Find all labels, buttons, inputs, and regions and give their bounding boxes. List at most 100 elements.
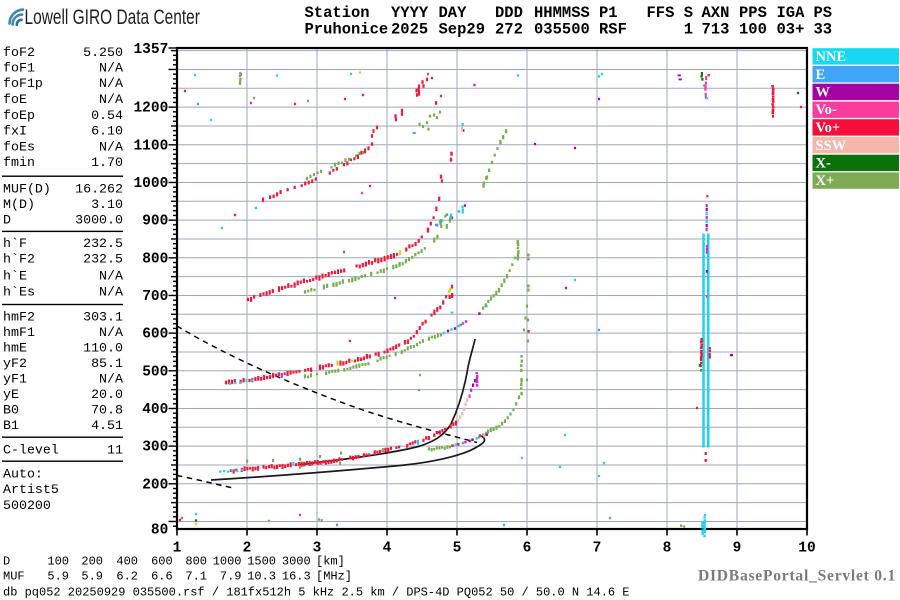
svg-text:hmF2: hmF2	[3, 310, 35, 325]
svg-text:[km]: [km]	[316, 555, 345, 569]
svg-text:272: 272	[495, 21, 523, 39]
svg-text:9: 9	[733, 541, 742, 557]
svg-text:NNE: NNE	[816, 49, 847, 65]
svg-text:85.1: 85.1	[91, 356, 123, 371]
svg-text:IGA: IGA	[777, 4, 806, 22]
svg-text:yF1: yF1	[3, 372, 27, 387]
svg-text:4.51: 4.51	[91, 418, 123, 433]
svg-text:600: 600	[142, 327, 168, 343]
svg-text:MUF: MUF	[3, 570, 25, 584]
svg-text:Artist5: Artist5	[3, 482, 59, 497]
svg-text:MUF(D): MUF(D)	[3, 181, 51, 196]
svg-text:fmin: fmin	[3, 155, 35, 170]
svg-text:6.2: 6.2	[116, 570, 138, 584]
svg-text:16.3: 16.3	[282, 570, 311, 584]
svg-text:10: 10	[798, 541, 815, 557]
svg-text:4: 4	[383, 541, 392, 557]
svg-text:70.8: 70.8	[91, 403, 123, 418]
svg-text:6.6: 6.6	[151, 570, 173, 584]
svg-text:1: 1	[684, 21, 693, 39]
svg-text:PPS: PPS	[739, 4, 767, 22]
svg-text:B0: B0	[3, 403, 19, 418]
svg-text:N/A: N/A	[99, 285, 123, 300]
svg-text:500200: 500200	[3, 498, 51, 513]
svg-text:300: 300	[142, 440, 168, 456]
svg-text:h`E: h`E	[3, 269, 27, 284]
svg-text:[MHz]: [MHz]	[316, 570, 352, 584]
svg-text:D: D	[3, 213, 11, 228]
svg-text:7.9: 7.9	[220, 570, 242, 584]
svg-text:303.1: 303.1	[83, 310, 123, 325]
svg-text:B1: B1	[3, 418, 19, 433]
svg-text:110.0: 110.0	[83, 341, 123, 356]
svg-text:foE: foE	[3, 92, 27, 107]
svg-text:600: 600	[151, 555, 173, 569]
svg-text:AXN: AXN	[702, 4, 730, 22]
svg-text:db pq052 20250929 035500.rsf /: db pq052 20250929 035500.rsf / 181fx512h…	[3, 586, 630, 600]
svg-text:1357: 1357	[133, 42, 168, 58]
svg-text:8: 8	[663, 541, 672, 557]
svg-text:Vo+: Vo+	[816, 120, 841, 136]
svg-text:Auto:: Auto:	[3, 467, 43, 482]
svg-text:1000: 1000	[213, 555, 242, 569]
svg-text:h`Es: h`Es	[3, 285, 35, 300]
svg-text:035500: 035500	[534, 21, 590, 39]
svg-text:6: 6	[523, 541, 532, 557]
svg-text:700: 700	[142, 289, 168, 305]
svg-text:3.10: 3.10	[91, 197, 123, 212]
svg-text:fxI: fxI	[3, 123, 27, 138]
svg-text:2025: 2025	[391, 21, 428, 39]
svg-text:N/A: N/A	[99, 76, 123, 91]
svg-text:1200: 1200	[133, 101, 168, 117]
svg-text:PS: PS	[814, 4, 833, 22]
svg-text:0.54: 0.54	[91, 108, 123, 123]
svg-text:foEs: foEs	[3, 139, 35, 154]
svg-text:800: 800	[142, 251, 168, 267]
svg-text:200: 200	[81, 555, 103, 569]
svg-text:HHMMSS: HHMMSS	[534, 4, 590, 22]
svg-text:foF2: foF2	[3, 45, 35, 60]
svg-text:232.5: 232.5	[83, 236, 123, 251]
svg-text:C-level: C-level	[3, 443, 59, 458]
svg-text:Pruhonice: Pruhonice	[305, 21, 389, 39]
svg-text:03+: 03+	[777, 21, 805, 39]
svg-text:1000: 1000	[133, 176, 168, 192]
svg-text:YYYY: YYYY	[391, 4, 429, 22]
svg-text:hmE: hmE	[3, 341, 27, 356]
svg-text:M(D): M(D)	[3, 197, 35, 212]
svg-text:500: 500	[142, 364, 168, 380]
svg-text:5.9: 5.9	[47, 570, 69, 584]
svg-text:yF2: yF2	[3, 356, 27, 371]
svg-text:3000: 3000	[282, 555, 311, 569]
svg-text:400: 400	[116, 555, 138, 569]
svg-text:N/A: N/A	[99, 92, 123, 107]
svg-text:400: 400	[142, 402, 168, 418]
svg-text:713: 713	[702, 21, 730, 39]
svg-text:yE: yE	[3, 387, 19, 402]
svg-text:X+: X+	[816, 173, 835, 189]
svg-text:7.1: 7.1	[185, 570, 207, 584]
svg-text:2: 2	[243, 541, 252, 557]
svg-text:S: S	[684, 4, 693, 22]
svg-text:3000.0: 3000.0	[75, 213, 123, 228]
svg-text:DIDBasePortal_Servlet 0.1: DIDBasePortal_Servlet 0.1	[698, 568, 896, 585]
svg-text:N/A: N/A	[99, 139, 123, 154]
svg-text:1500: 1500	[247, 555, 276, 569]
svg-text:DAY: DAY	[439, 4, 468, 22]
svg-text:N/A: N/A	[99, 61, 123, 76]
svg-text:h`F2: h`F2	[3, 252, 35, 267]
svg-text:5.9: 5.9	[81, 570, 103, 584]
svg-text:foF1p: foF1p	[3, 76, 43, 91]
svg-text:N/A: N/A	[99, 325, 123, 340]
svg-text:hmF1: hmF1	[3, 325, 35, 340]
svg-text:100: 100	[739, 21, 767, 39]
svg-text:900: 900	[142, 214, 168, 230]
svg-text:1.70: 1.70	[91, 155, 123, 170]
svg-text:16.262: 16.262	[75, 181, 123, 196]
svg-text:Vo-: Vo-	[816, 102, 837, 118]
svg-text:5: 5	[453, 541, 462, 557]
svg-text:foF1: foF1	[3, 61, 35, 76]
svg-text:10.3: 10.3	[247, 570, 276, 584]
svg-text:80: 80	[151, 523, 168, 539]
svg-text:20.0: 20.0	[91, 387, 123, 402]
